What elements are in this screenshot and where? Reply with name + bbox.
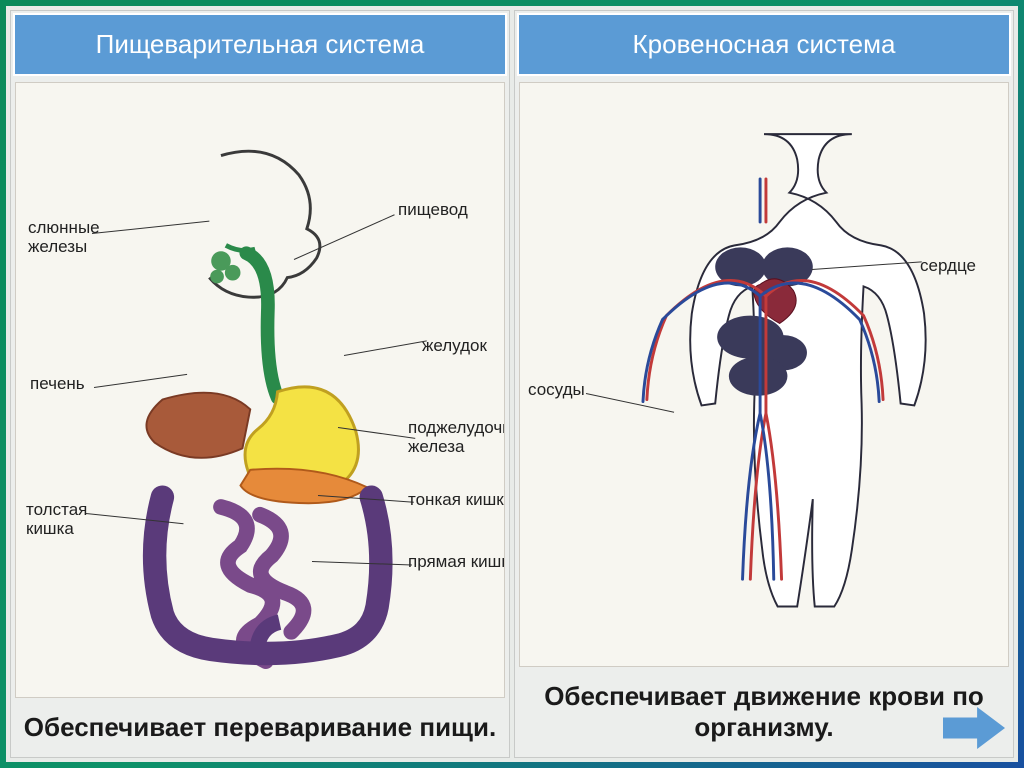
label-text: толстая кишка (26, 501, 87, 538)
label-small-int: тонкая кишка (408, 491, 505, 510)
label-large-int: толстая кишка (26, 501, 87, 538)
label-stomach: желудок (422, 337, 487, 356)
label-salivary: слюнные железы (28, 219, 100, 256)
header-digestive: Пищеварительная система (13, 13, 507, 76)
panel-digestive: Пищеварительная система (10, 10, 510, 758)
label-esophagus: пищевод (398, 201, 468, 220)
caption-digestive: Обеспечивает переваривание пищи. (11, 702, 509, 757)
label-heart: сердце (920, 257, 976, 276)
slide-frame: Пищеварительная система (6, 6, 1018, 762)
label-text: поджелудочная железа (408, 419, 505, 456)
label-pancreas: поджелудочная железа (408, 419, 505, 456)
label-vessels: сосуды (528, 381, 585, 400)
digestive-svg (16, 83, 504, 697)
circulatory-svg (520, 83, 1008, 665)
label-text: слюнные железы (28, 219, 100, 256)
diagram-digestive: слюнные железы пищевод желудок печень по… (15, 82, 505, 698)
label-rectum: прямая кишка (408, 553, 505, 572)
diagram-circulatory: сердце сосуды (519, 82, 1009, 666)
header-circulatory: Кровеносная система (517, 13, 1011, 76)
caption-circulatory: Обеспечивает движение крови по организму… (515, 671, 1013, 757)
label-liver: печень (30, 375, 85, 394)
panel-circulatory: Кровеносная система (514, 10, 1014, 758)
